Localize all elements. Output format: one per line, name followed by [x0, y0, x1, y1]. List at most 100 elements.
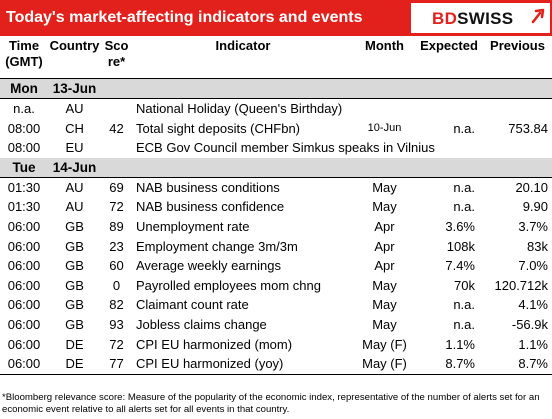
table-row: 06:00 GB 89 Unemployment rate Apr 3.6% 3… [0, 217, 552, 237]
cell-score: 72 [109, 199, 124, 215]
cell-country: DE [65, 336, 84, 352]
day-weekday: Tue [0, 157, 48, 178]
cell-expected: 70k [454, 277, 475, 293]
col-header-country: Country [48, 36, 101, 79]
cell-score: 72 [109, 336, 124, 352]
col-header-previous: Previous [483, 36, 552, 79]
cell-previous: -56.9k [511, 316, 548, 332]
cell-score: 82 [109, 297, 124, 313]
cell-time: 06:00 [0, 354, 48, 375]
cell-time: 06:00 [7, 277, 41, 293]
table-row: 08:00 CH 42 Total sight deposits (CHFbn)… [0, 119, 552, 139]
footnote: *Bloomberg relevance score: Measure of t… [2, 392, 540, 415]
report-title: Today's market-affecting indicators and … [6, 9, 363, 26]
cell-indicator: Total sight deposits (CHFbn) [136, 120, 301, 136]
cell-indicator: Payrolled employees mom chng [136, 277, 321, 293]
cell-indicator: ECB Gov Council member Simkus speaks in … [136, 140, 435, 156]
cell-score: 77 [101, 354, 132, 375]
table-row: 06:00 DE 77 CPI EU harmonized (yoy) May … [0, 354, 552, 375]
cell-previous: 20.10 [515, 179, 548, 195]
cell-expected: 3.6% [445, 218, 475, 234]
cell-month: May (F) [362, 336, 407, 352]
cell-time: 06:00 [7, 238, 41, 254]
cell-country: GB [65, 258, 84, 274]
cell-score: 23 [109, 238, 124, 254]
cell-country: AU [65, 179, 84, 195]
cell-indicator: CPI EU harmonized (mom) [136, 336, 293, 352]
cell-time: 06:00 [7, 316, 41, 332]
day-weekday: Mon [0, 78, 48, 99]
day-row: Tue 14-Jun [0, 157, 552, 178]
col-header-expected: Expected [415, 36, 483, 79]
cell-time: 01:30 [7, 179, 41, 195]
cell-time: 06:00 [7, 297, 41, 313]
cell-month: May [372, 199, 397, 215]
cell-indicator: Jobless claims change [136, 316, 267, 332]
report-header: Today's market-affecting indicators and … [0, 0, 552, 36]
cell-month: May [372, 297, 397, 313]
cell-country: DE [48, 354, 101, 375]
cell-previous: 83k [527, 238, 548, 254]
cell-month: May [372, 316, 397, 332]
day-row: Mon 13-Jun [0, 78, 552, 99]
cell-indicator: Average weekly earnings [136, 258, 282, 274]
logo-text-bd: BD [432, 9, 458, 28]
day-row-fill [101, 157, 552, 178]
cell-country: AU [65, 101, 84, 116]
cell-expected: n.a. [453, 179, 475, 195]
cell-previous: 3.7% [518, 218, 548, 234]
table-row: 01:30 AU 69 NAB business conditions May … [0, 177, 552, 197]
table-row: 08:00 EU ECB Gov Council member Simkus s… [0, 138, 552, 158]
cell-score: 0 [112, 277, 121, 293]
cell-score: 42 [109, 120, 124, 136]
cell-month: May (F) [354, 354, 415, 375]
cell-time: 08:00 [7, 120, 41, 136]
table-row: 06:00 GB 0 Payrolled employees mom chng … [0, 276, 552, 296]
cell-expected: 1.1% [445, 336, 475, 352]
cell-month: Apr [374, 258, 395, 274]
cell-time: 01:30 [7, 199, 41, 215]
cell-score: 69 [109, 179, 124, 195]
cell-country: CH [65, 120, 84, 136]
table-row: 01:30 AU 72 NAB business confidence May … [0, 197, 552, 217]
col-header-month: Month [354, 36, 415, 79]
table-row: n.a. AU National Holiday (Queen's Birthd… [0, 99, 552, 119]
cell-country: GB [65, 297, 84, 313]
cell-previous: 4.1% [518, 297, 548, 313]
cell-time: 06:00 [7, 218, 41, 234]
cell-previous: 120.712k [494, 277, 549, 293]
cell-previous: 753.84 [508, 120, 548, 136]
cell-country: GB [65, 316, 84, 332]
cell-previous: 1.1% [518, 336, 548, 352]
cell-month: Apr [374, 238, 395, 254]
logo-arrow-icon [531, 8, 545, 24]
logo-text: BDSWISS [432, 9, 513, 29]
cell-expected: 108k [446, 238, 475, 254]
col-header-indicator: Indicator [132, 36, 354, 79]
cell-month: May [372, 179, 397, 195]
cell-score: 60 [109, 258, 124, 274]
cell-score: 93 [109, 316, 124, 332]
cell-previous: 9.90 [522, 199, 548, 215]
table-row: 06:00 GB 23 Employment change 3m/3m Apr … [0, 237, 552, 257]
table-header-row: Time (GMT) Country Sco re* Indicator Mon… [0, 36, 552, 79]
cell-time: n.a. [13, 101, 35, 116]
cell-previous: 7.0% [518, 258, 548, 274]
table-row: 06:00 GB 93 Jobless claims change May n.… [0, 315, 552, 335]
cell-indicator: CPI EU harmonized (yoy) [132, 354, 354, 375]
logo-text-swiss: SWISS [457, 9, 514, 28]
cell-expected: n.a. [453, 297, 475, 313]
day-date: 13-Jun [48, 78, 101, 99]
cell-score [101, 138, 132, 158]
day-row-fill [101, 78, 552, 99]
table-row: 06:00 GB 82 Claimant count rate May n.a.… [0, 295, 552, 315]
cell-indicator: Claimant count rate [136, 297, 249, 313]
cell-month: 10-Jun [367, 121, 402, 134]
cell-score [101, 99, 132, 119]
cell-time: 06:00 [7, 336, 41, 352]
col-header-score: Sco re* [101, 36, 132, 79]
col-header-time: Time (GMT) [0, 36, 48, 79]
cell-time: 08:00 [7, 140, 41, 156]
cell-indicator: NAB business conditions [136, 179, 280, 195]
cell-country: EU [65, 140, 84, 156]
